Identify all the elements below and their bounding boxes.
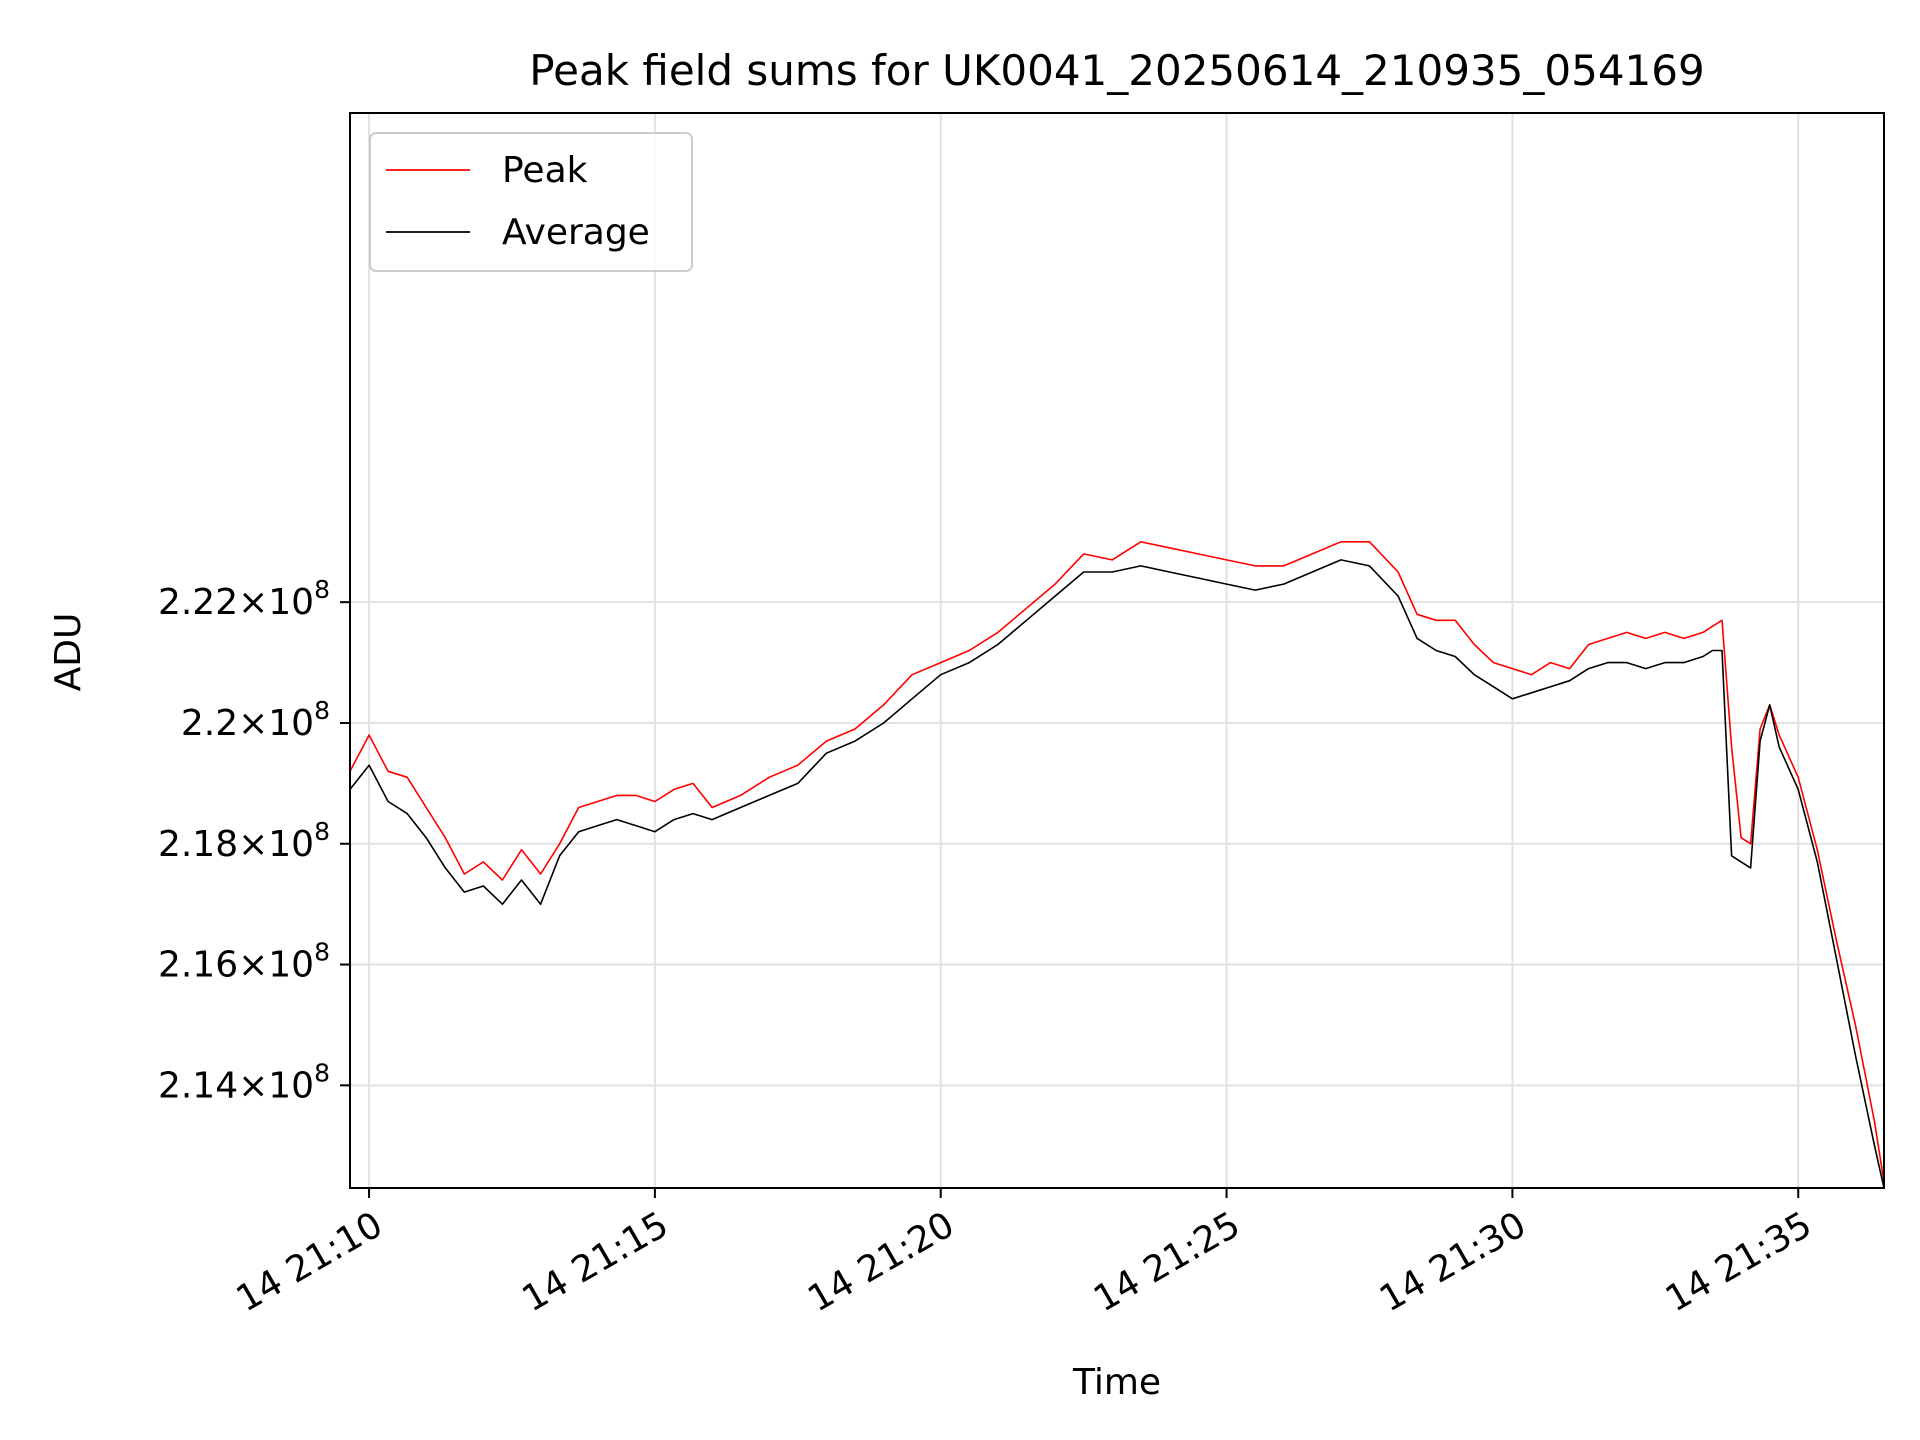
y-tick-times: ×10 [238,945,314,986]
y-axis-label: ADU [48,613,89,692]
y-tick-mantissa: 2.22 [158,582,238,623]
y-tick-exponent: 8 [314,817,330,846]
y-tick-label: 2.16×108 [158,938,330,986]
y-tick-mantissa: 2.16 [158,945,238,986]
y-tick-label: 2.18×108 [158,817,330,865]
y-tick-label: 2.2×108 [181,696,330,744]
y-tick-exponent: 8 [314,696,330,725]
legend-label-peak: Peak [502,150,588,191]
series-line-average [349,559,1885,1189]
legend-box [369,132,693,272]
legend: Peak Average [369,132,693,272]
y-tick-exponent: 8 [314,1058,330,1087]
y-tick-times: ×10 [238,824,314,865]
grid-lines [350,113,1884,1188]
series-line-peak [349,540,1885,1183]
y-tick-mantissa: 2.2 [181,703,238,744]
y-tick-mantissa: 2.18 [158,824,238,865]
y-tick-exponent: 8 [314,938,330,967]
y-tick-times: ×10 [238,1065,314,1106]
y-tick-exponent: 8 [314,575,330,604]
series-layer [349,540,1885,1189]
plot-frame [349,112,1885,1189]
chart-title: Peak field sums for UK0041_20250614_2109… [529,46,1704,95]
y-tick-mantissa: 2.14 [158,1065,238,1106]
y-tick-times: ×10 [238,582,314,623]
legend-label-average: Average [502,212,650,253]
y-tick-label: 2.14×108 [158,1058,330,1106]
y-tick-times: ×10 [238,703,314,744]
y-tick-label: 2.22×108 [158,575,330,623]
x-axis-label: Time [1072,1362,1161,1403]
